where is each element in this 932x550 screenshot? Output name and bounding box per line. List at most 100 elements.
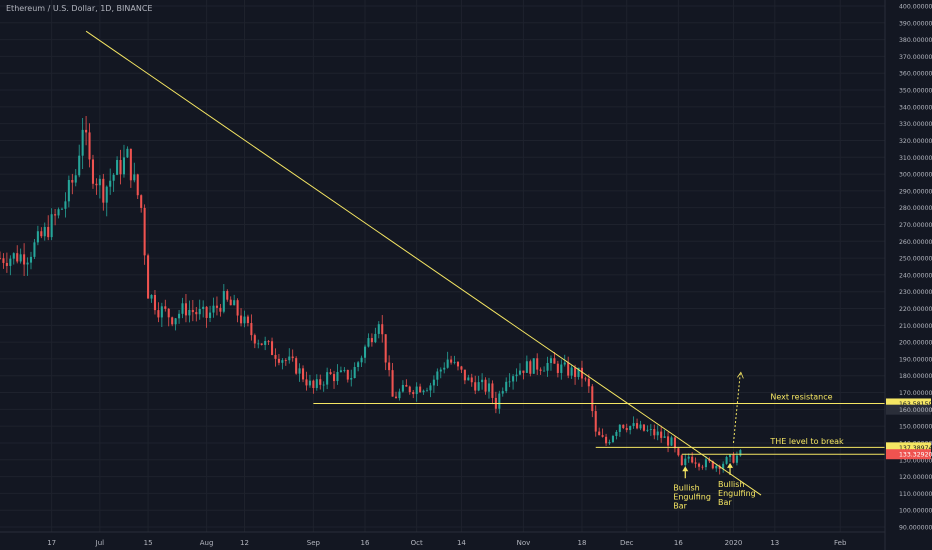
x-tick-label: 16 xyxy=(361,539,370,547)
candle-body xyxy=(29,256,33,263)
y-tick-label: 300.000000 xyxy=(899,172,932,179)
candle-body xyxy=(209,312,212,318)
candle-body xyxy=(684,458,687,466)
candle-body xyxy=(16,253,19,262)
price-tag-label: 160.000000 xyxy=(899,407,932,414)
engulfing-label: Engulfing xyxy=(718,489,756,498)
y-tick-label: 390.000000 xyxy=(899,20,932,27)
candle-body xyxy=(295,358,298,374)
price-tag-label: 163.581598 xyxy=(899,401,932,408)
price-axis[interactable]: 90.000000 100.000000 110.000000 120.000000 1… xyxy=(884,0,932,550)
candle-body xyxy=(12,253,15,259)
candle-body xyxy=(432,379,435,386)
candle-body xyxy=(346,369,349,380)
candle-body xyxy=(236,300,239,316)
candle-body xyxy=(9,258,12,266)
y-tick-label: 170.000000 xyxy=(899,390,932,397)
y-tick-label: 90.000000 xyxy=(899,525,932,532)
candle-body xyxy=(78,155,81,176)
x-tick-label: 15 xyxy=(144,539,153,547)
candle-body xyxy=(401,384,404,392)
y-tick-label: 270.000000 xyxy=(899,222,932,229)
candle-body xyxy=(360,357,363,363)
engulfing-arrow-head xyxy=(682,466,689,472)
candle-body xyxy=(363,346,367,358)
y-tick-label: 230.000000 xyxy=(899,289,932,296)
grid-lines xyxy=(0,0,885,532)
candle-body xyxy=(598,431,601,436)
time-axis[interactable]: 17 Jul 15 Aug 12 Sep 16 Oct 14 Nov 18 Dec 16 2020 13 Fe… xyxy=(0,531,885,547)
candle-body xyxy=(122,157,126,175)
candle-body xyxy=(219,307,222,312)
x-tick-label: 12 xyxy=(240,539,249,547)
candle-body xyxy=(584,378,587,380)
x-tick-label: 16 xyxy=(674,539,683,547)
candle-body xyxy=(629,426,632,431)
y-tick-label: 180.000000 xyxy=(899,373,932,380)
candle-body xyxy=(174,318,177,325)
candle-body xyxy=(653,429,656,436)
candle-body xyxy=(181,303,184,314)
candle-body xyxy=(302,368,305,380)
candle-body xyxy=(611,435,614,443)
candle-body xyxy=(129,148,132,181)
candle-body xyxy=(536,358,539,370)
candle-body xyxy=(722,463,725,469)
x-tick-label: 18 xyxy=(578,539,587,547)
candle-body xyxy=(636,423,639,429)
candle-body xyxy=(698,463,701,467)
candle-body xyxy=(639,424,642,429)
candle-body xyxy=(133,174,136,181)
candle-body xyxy=(339,370,342,372)
candle-body xyxy=(663,436,666,438)
y-tick-label: 120.000000 xyxy=(899,474,932,481)
candle-body xyxy=(381,324,384,335)
candle-body xyxy=(98,178,101,186)
candle-body xyxy=(319,379,322,385)
candle-body xyxy=(460,366,463,370)
candle-body xyxy=(467,377,470,381)
candle-body xyxy=(126,148,129,158)
x-tick-label: 14 xyxy=(457,539,466,547)
candle-body xyxy=(81,129,84,156)
candle-body xyxy=(450,359,453,363)
candle-body xyxy=(229,299,232,306)
descending-trendline xyxy=(85,30,762,496)
candle-body xyxy=(484,379,487,392)
projection-arrowhead xyxy=(737,371,744,379)
x-tick-label: Sep xyxy=(307,539,321,547)
candle-body xyxy=(322,384,325,386)
candle-body xyxy=(608,442,611,444)
candle-body xyxy=(243,316,246,324)
candle-body xyxy=(673,437,676,449)
y-tick-label: 290.000000 xyxy=(899,188,932,195)
candle-body xyxy=(308,380,311,386)
candle-body xyxy=(36,231,39,243)
candle-body xyxy=(456,361,460,367)
candle-body xyxy=(350,378,353,380)
candle-body xyxy=(711,461,714,469)
candle-body xyxy=(477,382,480,391)
candle-body xyxy=(153,294,156,311)
candle-body xyxy=(704,459,707,468)
candle-body xyxy=(377,324,380,334)
y-tick-label: 150.000000 xyxy=(899,424,932,431)
candle-body xyxy=(446,359,449,368)
candle-body xyxy=(102,178,105,203)
candle-body xyxy=(260,343,263,345)
candle-body xyxy=(522,370,525,373)
candle-body xyxy=(708,459,711,462)
candle-body xyxy=(2,258,5,263)
candle-body xyxy=(388,362,391,371)
y-tick-label: 340.000000 xyxy=(899,104,932,111)
engulfing-label: Bullish xyxy=(673,483,699,492)
candle-body xyxy=(202,306,205,309)
candle-body xyxy=(680,455,683,466)
candle-body xyxy=(515,374,518,377)
candle-body xyxy=(226,291,229,300)
candle-body xyxy=(370,338,373,343)
candle-body xyxy=(529,361,532,374)
annotation-label: THE level to break xyxy=(769,437,844,446)
candle-body xyxy=(250,323,253,336)
